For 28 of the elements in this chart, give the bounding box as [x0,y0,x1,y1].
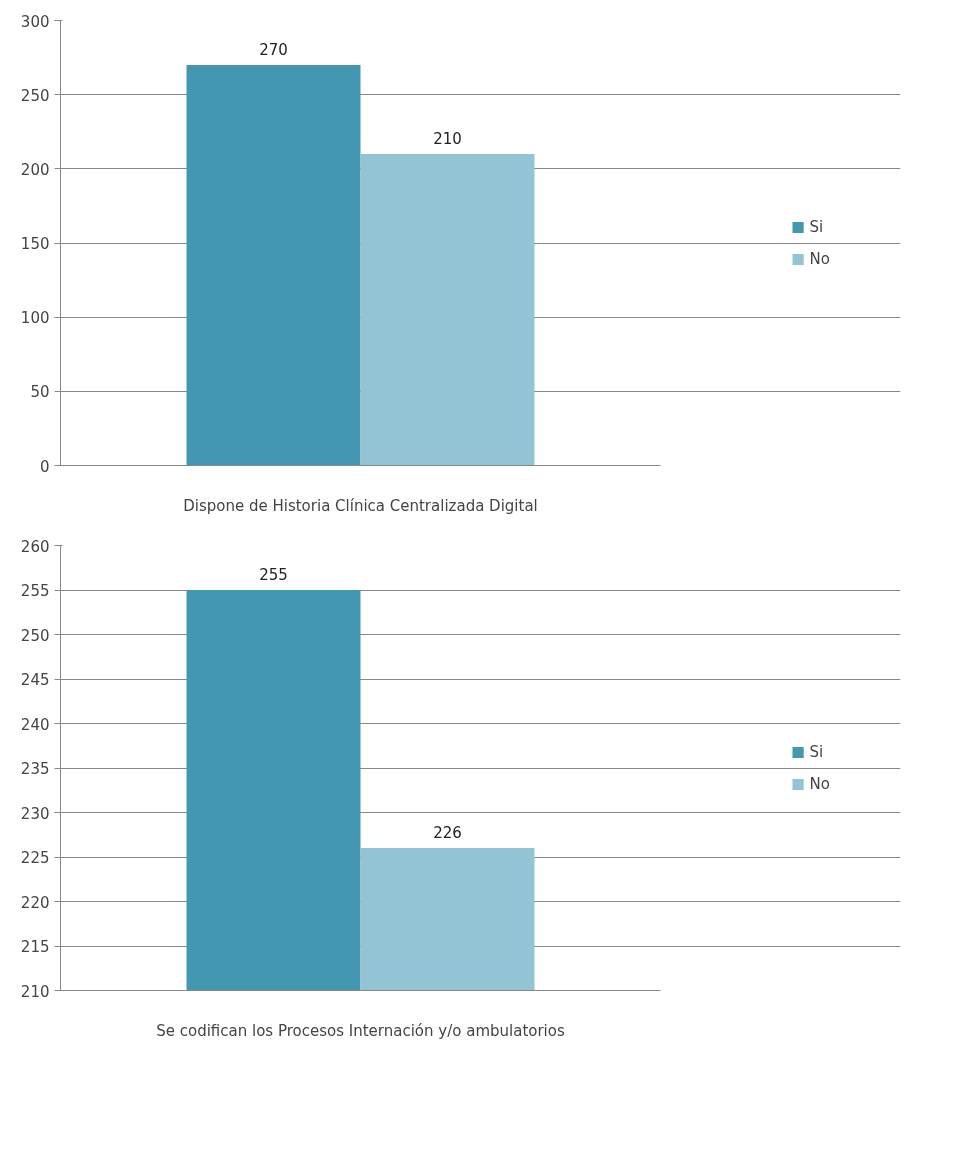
y-tick-label: 245 [20,671,50,689]
data-label: 210 [433,130,462,148]
y-tick-label: 250 [20,626,50,645]
y-tick-label: 100 [20,309,50,328]
legend-label: No [809,774,830,793]
y-tick-label: 220 [20,893,50,912]
y-tick-label: 210 [20,982,50,1001]
y-tick-label: 200 [20,160,50,179]
y-tick-label: 300 [20,12,50,31]
y-tick-label: 230 [20,804,50,823]
y-tick-label: 150 [20,235,50,253]
y-tick-label: 250 [20,86,50,105]
data-label: 270 [259,41,288,59]
y-tick-label: 260 [20,537,50,556]
legend-label: Si [809,217,825,236]
y-tick-label: 255 [20,582,50,600]
y-tick-label: 50 [30,383,50,402]
y-tick-label: 0 [39,457,50,476]
x-tick-label: Se codifican los Procesos Internación y/o ambulatorios [156,1021,565,1040]
legend-label: Si [809,742,825,761]
data-label: 226 [433,824,462,843]
legend-label: No [809,249,830,268]
x-tick-label: Dispone de Historia Clínica Centralizada Digital [183,496,538,515]
data-label: 255 [259,566,288,584]
y-tick-label: 235 [20,760,50,778]
y-tick-label: 215 [20,938,50,956]
y-tick-label: 240 [20,715,50,734]
y-tick-label: 225 [20,849,50,867]
